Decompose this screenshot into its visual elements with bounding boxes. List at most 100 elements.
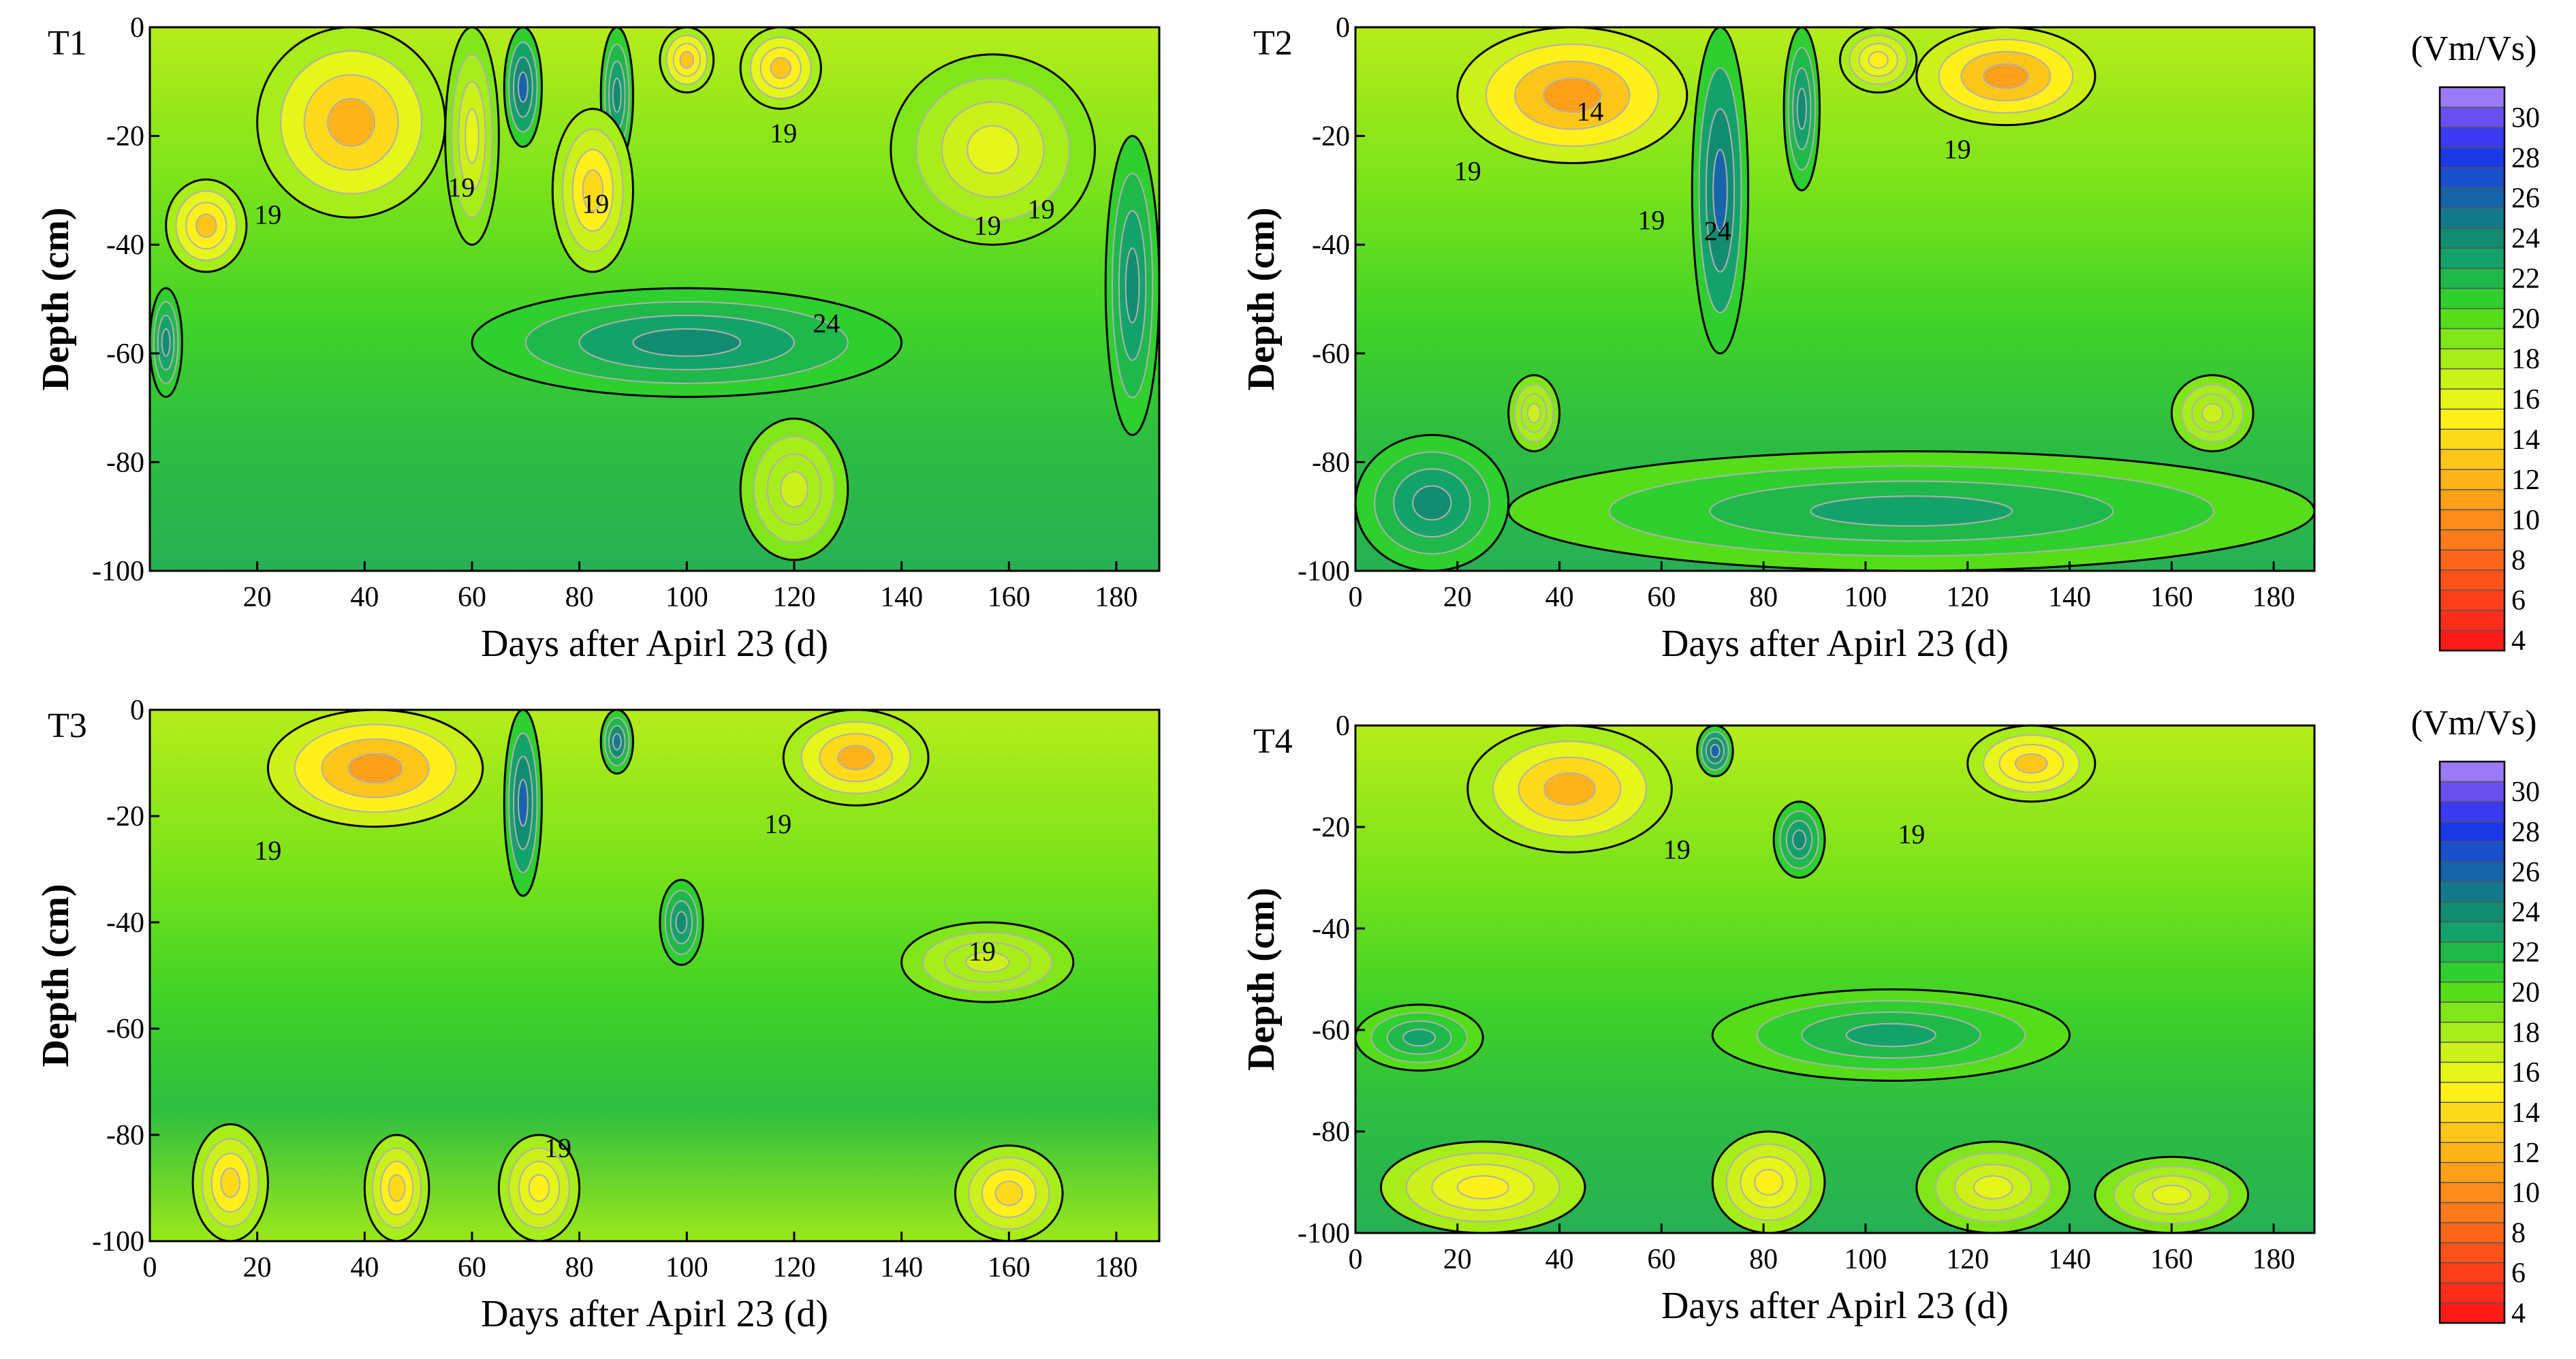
contour-band [837, 745, 875, 770]
legend-swatch [2439, 1082, 2505, 1104]
x-tick-label: 120 [1946, 1244, 1989, 1275]
legend-swatch [2439, 207, 2505, 230]
legend-swatch [2439, 629, 2505, 652]
x-axis-title: Days after Apirl 23 (d) [481, 1293, 828, 1335]
x-tick-label: 180 [1095, 582, 1137, 613]
legend-tick-label: 16 [2511, 384, 2540, 416]
y-tick-label: -40 [1312, 230, 1350, 261]
contour-label: 14 [1577, 96, 1604, 127]
contour-region [2094, 1155, 2250, 1233]
contour-band [1754, 1168, 1784, 1196]
contour-region [503, 27, 543, 149]
legend-swatch [2439, 1262, 2505, 1284]
contour-label: 19 [974, 210, 1001, 240]
contour-label: 19 [1028, 193, 1055, 224]
contour-region [503, 710, 543, 897]
colorbar-legend: (Vm/Vs) 30 28 26 24 22 20 18 16 14 12 10 8 6 4 [2411, 704, 2540, 1329]
legend-tick-label: 4 [2511, 1298, 2526, 1329]
contour-label: 19 [770, 118, 797, 149]
legend-swatch [2439, 348, 2505, 370]
y-axis-title: Depth (cm) [1240, 207, 1283, 390]
x-tick-label: 20 [1443, 1244, 1472, 1275]
y-tick-label: 0 [1336, 12, 1350, 44]
legend-swatch [2439, 1161, 2505, 1184]
contour-band [965, 951, 1010, 973]
legend-tick-label: 24 [2511, 897, 2540, 928]
contour-region [1696, 725, 1734, 777]
y-tick-label: -80 [1312, 1116, 1350, 1148]
y-tick-label: -40 [106, 907, 144, 939]
legend-tick-label: 18 [2511, 1017, 2540, 1048]
panel-label: T3 [48, 706, 87, 745]
x-tick-label: 100 [665, 1252, 708, 1283]
panel-label: T1 [48, 24, 87, 63]
contour-band [517, 779, 529, 827]
legend-swatch [2439, 187, 2505, 209]
y-tick-label: -40 [1312, 913, 1350, 945]
legend-tick-label: 4 [2511, 625, 2526, 657]
legend-swatch [2439, 569, 2505, 591]
y-tick-label: -20 [106, 801, 144, 832]
legend-swatch [2439, 1242, 2505, 1264]
plot-area: 19 19 19 19 24 19 19 [150, 27, 1159, 571]
legend-swatch [2439, 921, 2505, 943]
contour-band [675, 911, 688, 934]
x-tick-label: 120 [1946, 582, 1989, 613]
contour-region [1711, 988, 2071, 1082]
contour-region [165, 178, 248, 273]
x-tick-label: 140 [2048, 582, 2091, 613]
contour-region [1915, 27, 2096, 127]
contour-region [900, 921, 1075, 1003]
x-tick-label: 60 [1647, 1244, 1676, 1275]
legend-tick-label: 12 [2511, 465, 2540, 496]
contour-region [599, 710, 634, 775]
contour-region [1355, 434, 1510, 571]
x-axis-title: Days after Apirl 23 (d) [1661, 623, 2009, 665]
y-tick-label: 0 [130, 12, 144, 44]
contour-band [1456, 1175, 1509, 1200]
contour-band [612, 733, 622, 751]
contour-band [1868, 50, 1889, 69]
legend-tick-label: 30 [2511, 102, 2540, 134]
plot-frame [1354, 26, 2316, 572]
contour-band [347, 753, 403, 784]
contour-band [1402, 1029, 1436, 1047]
plot-area: 19 19 19 19 [150, 710, 1159, 1241]
legend-swatch [2439, 1182, 2505, 1204]
contour-label: 19 [1898, 819, 1925, 849]
legend-tick-label: 28 [2511, 817, 2540, 848]
x-tick-label: 120 [772, 582, 815, 613]
x-tick-label: 80 [565, 582, 594, 613]
panel-t4: 19 190 20 40 60 80 100 120 140 160 1800-20-40-60-8… [1240, 710, 2316, 1327]
y-tick-label: -60 [106, 339, 144, 370]
legend-tick-label: 6 [2511, 1258, 2526, 1289]
legend-swatch [2439, 408, 2505, 431]
x-tick-label: 80 [565, 1252, 594, 1283]
x-tick-label: 0 [1349, 1244, 1363, 1275]
legend-swatch [2439, 1102, 2505, 1123]
legend-swatch [2439, 106, 2505, 129]
contour-band [1845, 1022, 1936, 1048]
contour-region [551, 108, 634, 273]
contour-band [1412, 485, 1452, 521]
contour-region [363, 1134, 430, 1241]
legend-swatch [2439, 146, 2505, 169]
legend-tick-label: 24 [2511, 223, 2540, 255]
contour-label: 19 [1944, 134, 1971, 165]
legend-tick-label: 8 [2511, 545, 2526, 576]
contour-region [782, 710, 930, 807]
contour-band [632, 328, 742, 357]
contour-region [444, 27, 500, 246]
contour-region [256, 27, 447, 219]
x-tick-label: 20 [243, 1252, 272, 1283]
legend-swatch [2439, 801, 2505, 823]
y-tick-label: -100 [1298, 1218, 1350, 1249]
legend-swatch [2439, 589, 2505, 612]
y-tick-label: -20 [1312, 812, 1350, 843]
x-tick-label: 20 [1443, 582, 1472, 613]
legend-swatch [2439, 228, 2505, 249]
x-tick-label: 80 [1749, 1244, 1778, 1275]
legend-swatch [2439, 981, 2505, 1003]
legends: (Vm/Vs) 30 28 26 24 22 20 18 16 14 12 10 8 6 4 (Vm/Vs) 3… [2411, 29, 2540, 1329]
contour-band [770, 57, 792, 79]
